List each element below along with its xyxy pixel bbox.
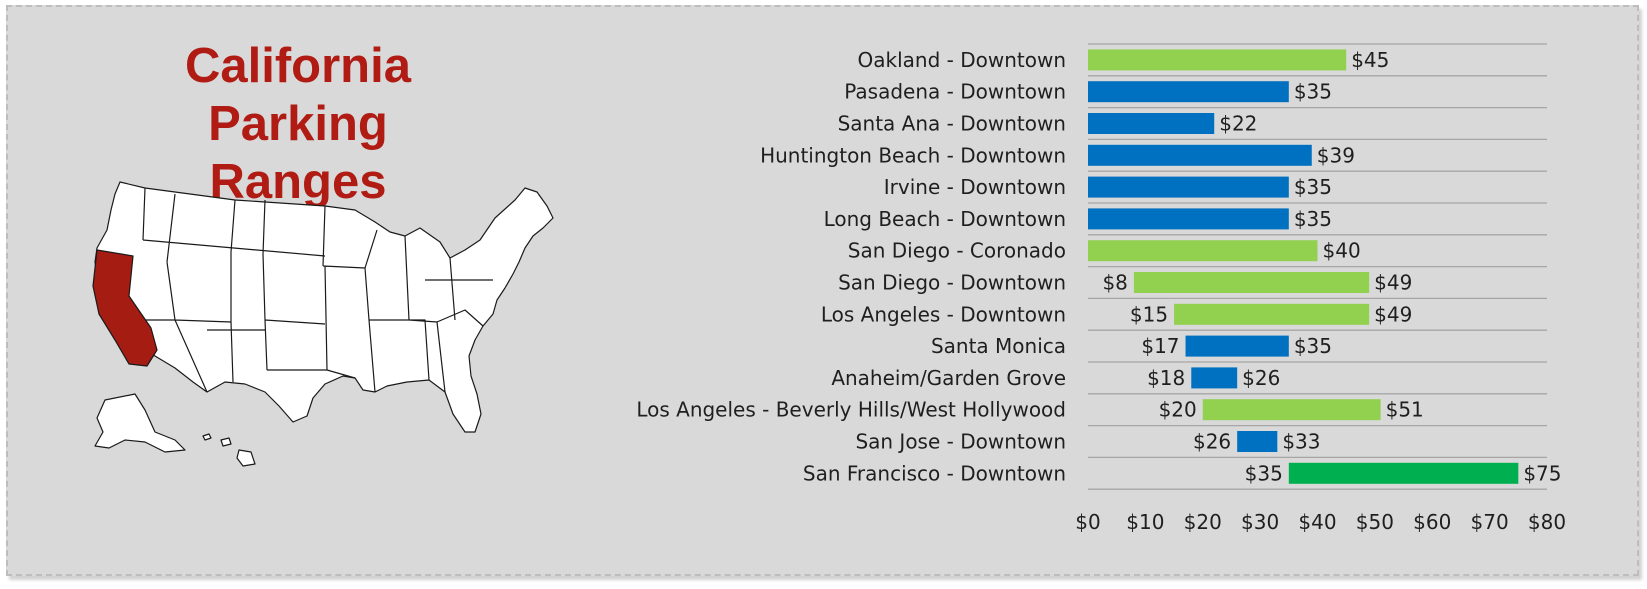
range-bar [1191, 367, 1238, 389]
category-label: Anaheim/Garden Grove [831, 366, 1066, 390]
category-label: Huntington Beach - Downtown [760, 143, 1066, 167]
max-value-label: $35 [1294, 334, 1332, 358]
max-value-label: $40 [1323, 239, 1361, 263]
x-tick-label: $40 [1298, 510, 1336, 534]
max-value-label: $35 [1294, 207, 1332, 231]
range-bar [1185, 335, 1289, 357]
category-label: San Jose - Downtown [855, 430, 1066, 454]
x-tick-label: $60 [1413, 510, 1451, 534]
category-label: Santa Ana - Downtown [838, 112, 1066, 136]
range-bar [1088, 208, 1289, 230]
range-bar [1088, 176, 1289, 198]
category-label: Oakland - Downtown [858, 48, 1066, 72]
alaska-shape [94, 393, 186, 453]
max-value-label: $35 [1294, 80, 1332, 104]
min-value-label: $20 [1159, 398, 1197, 422]
x-tick-label: $30 [1241, 510, 1279, 534]
category-label: Pasadena - Downtown [844, 80, 1066, 104]
category-label: Santa Monica [931, 334, 1066, 358]
max-value-label: $33 [1282, 430, 1320, 454]
min-value-label: $35 [1245, 461, 1283, 485]
category-label: Los Angeles - Downtown [821, 302, 1066, 326]
range-bar [1088, 49, 1347, 71]
category-label: Long Beach - Downtown [824, 207, 1066, 231]
max-value-label: $35 [1294, 175, 1332, 199]
max-value-label: $51 [1386, 398, 1424, 422]
range-bar [1088, 144, 1312, 166]
category-label: San Diego - Downtown [838, 271, 1066, 295]
max-value-label: $26 [1242, 366, 1280, 390]
range-bar [1288, 462, 1519, 484]
range-bar [1174, 303, 1370, 325]
max-value-label: $45 [1351, 48, 1389, 72]
state-lines [114, 187, 493, 393]
x-tick-label: $20 [1184, 510, 1222, 534]
min-value-label: $18 [1147, 366, 1185, 390]
range-bar [1088, 113, 1215, 134]
x-tick-label: $0 [1075, 510, 1100, 534]
title-line-1: California [185, 39, 411, 93]
range-bar [1133, 272, 1370, 293]
min-value-label: $17 [1141, 334, 1179, 358]
usa-outline [94, 181, 554, 433]
range-bar [1202, 399, 1381, 421]
max-value-label: $49 [1374, 271, 1412, 295]
category-label: San Francisco - Downtown [803, 461, 1066, 485]
range-bar [1088, 240, 1318, 262]
max-value-label: $22 [1219, 112, 1257, 136]
hawaii-shape [202, 433, 256, 467]
max-value-label: $75 [1523, 461, 1561, 485]
min-value-label: $8 [1102, 271, 1127, 295]
min-value-label: $15 [1130, 302, 1168, 326]
x-tick-label: $80 [1528, 510, 1566, 534]
range-bar [1237, 431, 1278, 452]
category-label: San Diego - Coronado [848, 239, 1066, 263]
x-tick-label: $50 [1356, 510, 1394, 534]
x-tick-label: $10 [1126, 510, 1164, 534]
x-tick-label: $70 [1471, 510, 1509, 534]
max-value-label: $49 [1374, 302, 1412, 326]
california-shape [92, 249, 158, 367]
range-bar [1088, 81, 1289, 103]
usa-map-icon [92, 181, 554, 467]
category-label: Los Angeles - Beverly Hills/West Hollywo… [636, 398, 1066, 422]
category-label: Irvine - Downtown [884, 175, 1066, 199]
max-value-label: $39 [1317, 143, 1355, 167]
min-value-label: $26 [1193, 430, 1231, 454]
